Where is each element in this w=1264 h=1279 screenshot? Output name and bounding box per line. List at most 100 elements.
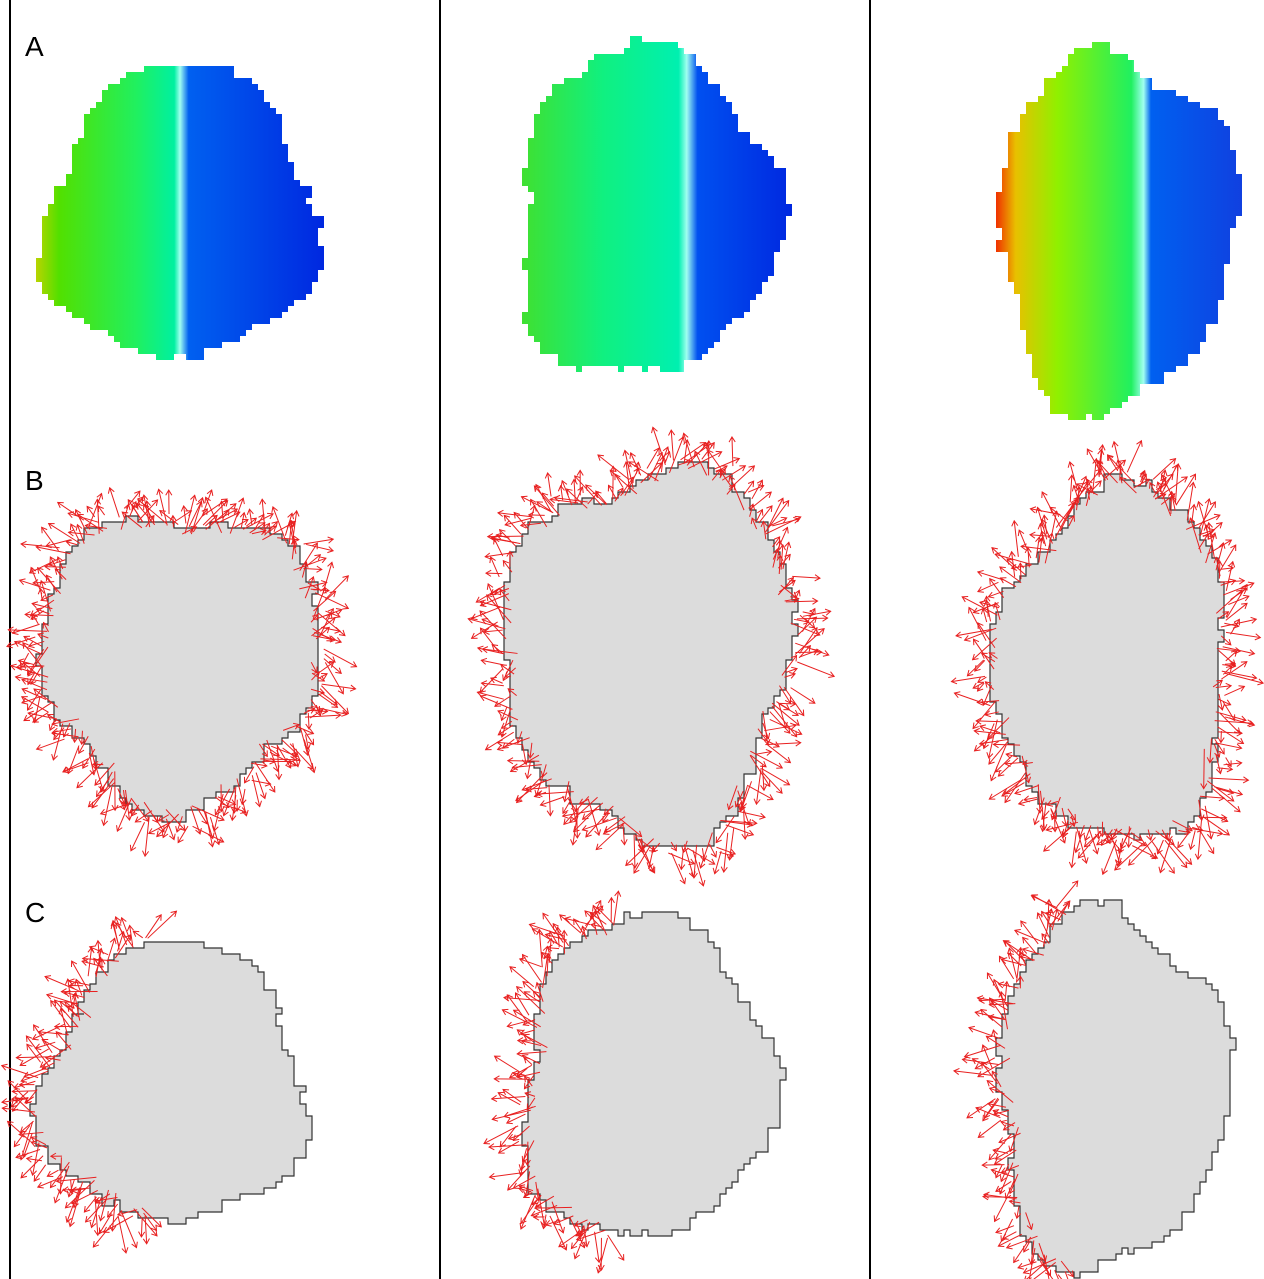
force-arrow <box>2 1066 38 1078</box>
force-arrow <box>795 652 821 653</box>
arrow-head <box>24 715 30 720</box>
arrow-head <box>156 915 161 921</box>
force-arrow <box>1070 475 1072 502</box>
force-arrow <box>1198 820 1202 859</box>
arrow-head <box>133 931 139 936</box>
force-arrow <box>724 833 728 872</box>
force-arrow <box>51 1001 71 1028</box>
arrow-head <box>1181 477 1187 482</box>
force-arrow <box>481 660 504 665</box>
force-arrow <box>560 915 581 933</box>
force-arrow <box>715 459 740 469</box>
force-arrow <box>305 715 341 717</box>
force-arrow <box>993 744 1020 745</box>
force-arrow <box>13 624 40 633</box>
panel-label: B <box>25 465 44 496</box>
force-arrow <box>1132 846 1157 859</box>
force-arrow <box>1005 982 1007 1001</box>
force-arrow <box>83 749 95 768</box>
force-arrow <box>308 713 309 729</box>
force-arrow <box>146 915 162 938</box>
arrow-head <box>973 639 978 645</box>
force-arrow <box>72 961 90 992</box>
force-arrow <box>131 822 145 851</box>
force-arrow <box>634 835 635 868</box>
cell-shape <box>522 36 792 372</box>
force-arrow <box>76 510 87 534</box>
force-arrow <box>765 501 789 533</box>
arrow-head <box>543 913 548 919</box>
force-arrow <box>759 506 772 523</box>
force-arrow <box>756 768 761 804</box>
force-arrow <box>772 706 797 737</box>
arrow-head <box>27 704 32 710</box>
force-arrow <box>797 662 834 676</box>
force-arrow <box>982 1165 1004 1166</box>
force-arrow <box>521 1195 535 1229</box>
force-arrow <box>53 724 62 760</box>
force-arrow <box>534 486 559 515</box>
arrow-head <box>700 443 706 448</box>
force-arrow <box>1005 763 1022 764</box>
panel-label: A <box>25 31 44 62</box>
force-arrow <box>543 913 563 942</box>
force-arrow <box>37 739 65 749</box>
arrow-head <box>1169 867 1174 873</box>
force-arrow <box>104 787 112 825</box>
force-arrow <box>521 1198 539 1223</box>
arrow-head <box>269 786 274 792</box>
arrow-head <box>798 710 803 716</box>
force-arrow <box>110 488 120 517</box>
arrow-head <box>967 1112 973 1117</box>
force-arrow <box>1129 837 1156 865</box>
force-arrow <box>1201 809 1227 822</box>
arrow-head <box>116 923 121 929</box>
force-arrow <box>668 853 694 864</box>
arrow-head <box>135 817 141 822</box>
force-arrow <box>978 1120 1001 1137</box>
force-arrow <box>84 1197 96 1212</box>
force-arrow <box>626 839 654 866</box>
force-arrow <box>791 688 815 704</box>
force-arrow <box>468 619 505 629</box>
force-arrow <box>1209 778 1249 780</box>
force-arrow <box>738 811 765 817</box>
force-arrow <box>145 1216 147 1244</box>
force-arrow <box>490 1172 525 1177</box>
force-arrow <box>262 744 279 756</box>
force-arrow <box>780 703 796 704</box>
force-arrow <box>319 694 338 707</box>
force-arrow <box>1023 937 1036 952</box>
cell-shape <box>996 900 1236 1278</box>
force-arrow <box>574 479 575 501</box>
force-arrow <box>747 785 773 799</box>
force-arrow <box>1014 521 1018 557</box>
force-arrow <box>768 745 791 763</box>
force-arrow <box>486 573 502 574</box>
force-arrow <box>1072 832 1077 868</box>
force-arrow <box>582 818 617 830</box>
force-arrow <box>145 817 149 856</box>
cell-shape <box>522 912 786 1236</box>
cell-shape <box>36 66 324 360</box>
force-arrow <box>1204 749 1205 789</box>
force-arrow <box>304 539 334 544</box>
arrow-head <box>716 837 721 843</box>
force-arrow <box>762 769 790 785</box>
force-arrow <box>480 669 502 692</box>
force-arrow <box>608 1235 624 1260</box>
figure: A B C <box>0 0 1264 1279</box>
force-arrow <box>523 955 542 983</box>
force-arrow <box>148 911 177 938</box>
force-arrow <box>472 622 498 638</box>
force-arrow <box>1215 721 1253 724</box>
force-arrow <box>995 1198 1007 1222</box>
force-arrow <box>34 1165 45 1181</box>
cell-shape <box>990 474 1224 840</box>
force-arrow <box>1015 930 1046 943</box>
force-arrow <box>647 448 659 468</box>
force-arrow <box>495 1056 521 1072</box>
arrow-head <box>58 502 64 507</box>
force-arrow <box>499 1141 519 1153</box>
force-arrow <box>976 721 1002 722</box>
